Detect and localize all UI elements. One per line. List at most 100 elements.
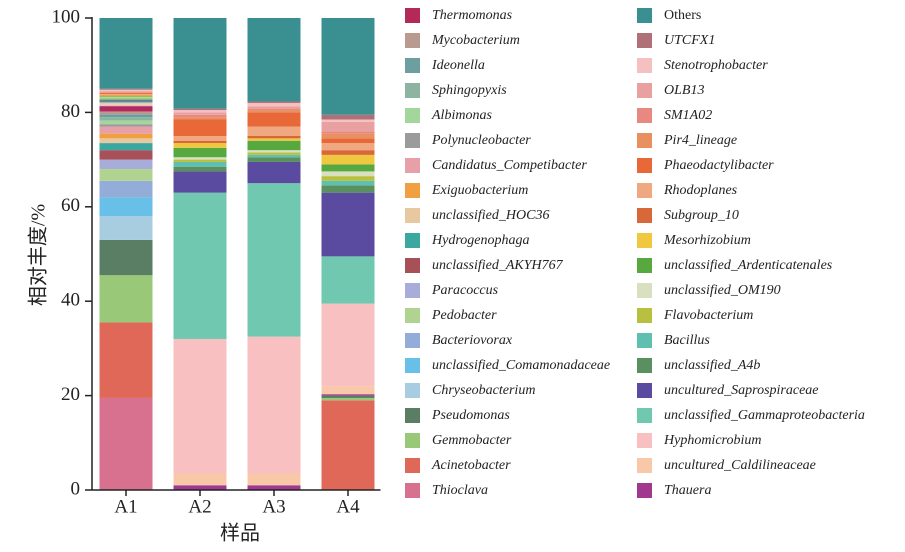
bar-segment xyxy=(173,171,227,193)
legend-swatch xyxy=(637,158,652,173)
legend-label: Hydrogenophaga xyxy=(431,233,529,248)
bar-segment xyxy=(173,159,227,162)
legend-label: uncultured_Saprospiraceae xyxy=(664,383,819,398)
bar-segment xyxy=(321,400,375,490)
bar-segment xyxy=(321,397,375,401)
bar-segment xyxy=(99,102,153,105)
legend-label: Paracoccus xyxy=(431,283,499,298)
bar-segment xyxy=(99,133,153,139)
bar-segment xyxy=(99,120,153,125)
bar-segment xyxy=(321,164,375,172)
bar-segment xyxy=(99,104,153,106)
bar-segment xyxy=(173,108,227,111)
y-tick-label: 80 xyxy=(61,101,80,122)
legend-label: unclassified_Gammaproteobacteria xyxy=(664,408,865,423)
bar-segment xyxy=(247,136,301,139)
bar-segment xyxy=(99,101,153,103)
bar-segment xyxy=(321,131,375,134)
bar-segment xyxy=(247,101,301,103)
bar-segment xyxy=(247,152,301,155)
legend-swatch xyxy=(637,283,652,298)
legend-swatch xyxy=(405,458,420,473)
bar-segment xyxy=(99,99,153,101)
legend-swatch xyxy=(405,258,420,273)
legend-label: Thermomonas xyxy=(432,8,513,23)
legend-label: Pedobacter xyxy=(431,308,497,323)
bar-segment xyxy=(321,114,375,120)
legend-swatch xyxy=(637,433,652,448)
bar-segment xyxy=(247,18,301,102)
y-tick-label: 60 xyxy=(61,195,80,216)
bar-segment xyxy=(321,121,375,132)
legend-label: unclassified_OM190 xyxy=(664,283,781,298)
x-tick-label: A1 xyxy=(114,496,137,517)
bar-segment xyxy=(99,89,153,92)
bar-segment xyxy=(99,96,153,98)
bar-segment xyxy=(321,386,375,395)
bar-segment xyxy=(321,256,375,304)
bar-segment xyxy=(247,126,301,136)
legend-swatch xyxy=(637,133,652,148)
y-tick-label: 100 xyxy=(52,6,81,27)
legend-label: Chryseobacterium xyxy=(432,383,535,398)
legend-swatch xyxy=(637,483,652,498)
bar-segment xyxy=(321,394,375,396)
legend-label: Flavobacterium xyxy=(663,308,753,323)
legend-label: Sphingopyxis xyxy=(432,83,507,98)
bar-segment xyxy=(99,97,153,99)
legend-label: Exiguobacterium xyxy=(431,183,528,198)
legend-label: Stenotrophobacter xyxy=(664,58,768,73)
legend-label: Pir4_lineage xyxy=(663,133,737,148)
legend-swatch xyxy=(637,408,652,423)
bar-segment xyxy=(247,150,301,153)
y-tick-label: 40 xyxy=(61,290,80,311)
bar-segment xyxy=(99,98,153,100)
bar-segment xyxy=(99,88,153,90)
legend-label: SM1A02 xyxy=(664,108,712,123)
bar-segment xyxy=(321,176,375,181)
bar-segment xyxy=(173,157,227,160)
bar-segment xyxy=(99,322,153,398)
legend-swatch xyxy=(637,458,652,473)
legend-label: UTCFX1 xyxy=(664,33,715,48)
bar-segment xyxy=(173,143,227,148)
legend-swatch xyxy=(637,58,652,73)
bar-segment xyxy=(321,154,375,165)
bar-segment xyxy=(321,18,375,115)
legend-swatch xyxy=(637,383,652,398)
bar-segment xyxy=(321,171,375,177)
legend-swatch xyxy=(405,483,420,498)
legend-label: unclassified_Comamonadaceae xyxy=(432,358,610,373)
bar-segment xyxy=(247,154,301,158)
bar-segment xyxy=(99,106,153,112)
legend-swatch xyxy=(405,58,420,73)
legend-swatch xyxy=(637,208,652,223)
bar-segment xyxy=(173,192,227,339)
legend-label: Bacteriovorax xyxy=(432,333,513,348)
y-tick-label: 20 xyxy=(61,384,80,405)
bar-segment xyxy=(99,91,153,93)
legend-swatch xyxy=(405,233,420,248)
legend-label: Others xyxy=(664,8,701,23)
x-tick-label: A3 xyxy=(262,496,285,517)
legend-swatch xyxy=(637,108,652,123)
legend-swatch xyxy=(637,308,652,323)
bar-segment xyxy=(247,102,301,107)
legend-swatch xyxy=(405,433,420,448)
bar-segment xyxy=(321,133,375,139)
bar-segment xyxy=(99,143,153,151)
bar-segment xyxy=(173,485,227,490)
bar-segment xyxy=(173,114,227,118)
legend-label: Acinetobacter xyxy=(431,458,511,473)
legend-label: unclassified_A4b xyxy=(664,358,760,373)
legend-swatch xyxy=(637,8,652,23)
legend-label: Candidatus_Competibacter xyxy=(432,158,587,173)
bar-segment xyxy=(99,111,153,115)
x-tick-label: A2 xyxy=(188,496,211,517)
bar-segment xyxy=(99,397,153,490)
bar-segment xyxy=(321,119,375,122)
bar-segment xyxy=(173,119,227,136)
bar-segment xyxy=(173,110,227,113)
bar-segment xyxy=(321,180,375,186)
